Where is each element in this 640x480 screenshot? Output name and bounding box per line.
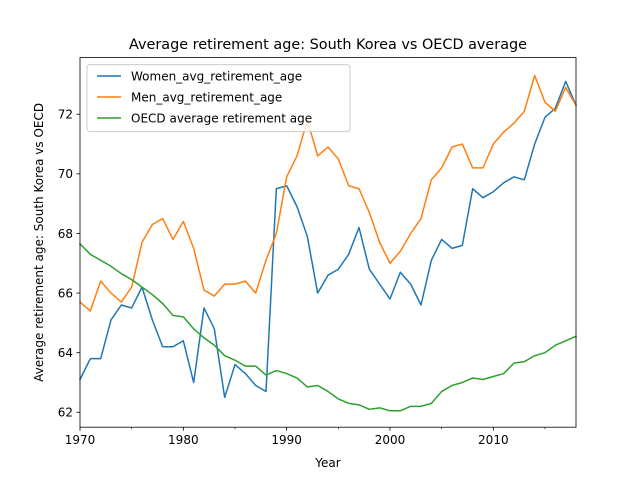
x-tick-label: 1980 (168, 433, 199, 447)
x-axis-label: Year (314, 456, 340, 470)
y-tick-label: 66 (58, 286, 73, 300)
legend: Women_avg_retirement_age Men_avg_retireme… (86, 64, 351, 133)
y-tick-label: 72 (58, 108, 73, 122)
x-tick-label: 1990 (271, 433, 302, 447)
series-line-2 (78, 74, 578, 312)
legend-box (86, 64, 351, 133)
y-tick-label: 70 (58, 167, 73, 181)
x-tick-label: 2000 (375, 433, 406, 447)
legend-label-2: Men_avg_retirement_age (131, 90, 282, 104)
plot-lines (78, 74, 578, 412)
x-axis: 1970 1980 1990 2000 2010 (65, 427, 546, 447)
y-tick-label: 68 (58, 227, 73, 241)
y-tick-label: 62 (58, 406, 73, 420)
x-tick-label: 1970 (65, 433, 96, 447)
x-tick-label: 2010 (478, 433, 509, 447)
y-axis: 62 64 66 68 70 72 (58, 108, 80, 420)
series-line-1 (78, 80, 577, 399)
y-axis-label: Average retirement age: South Korea vs O… (32, 103, 46, 382)
y-tick-label: 64 (58, 346, 73, 360)
chart-title: Average retirement age: South Korea vs O… (129, 37, 527, 53)
plot-frame (79, 57, 577, 428)
legend-label-1: Women_avg_retirement_age (131, 69, 302, 83)
legend-label-3: OECD average retirement age (131, 111, 312, 125)
series-line-3 (78, 242, 577, 412)
